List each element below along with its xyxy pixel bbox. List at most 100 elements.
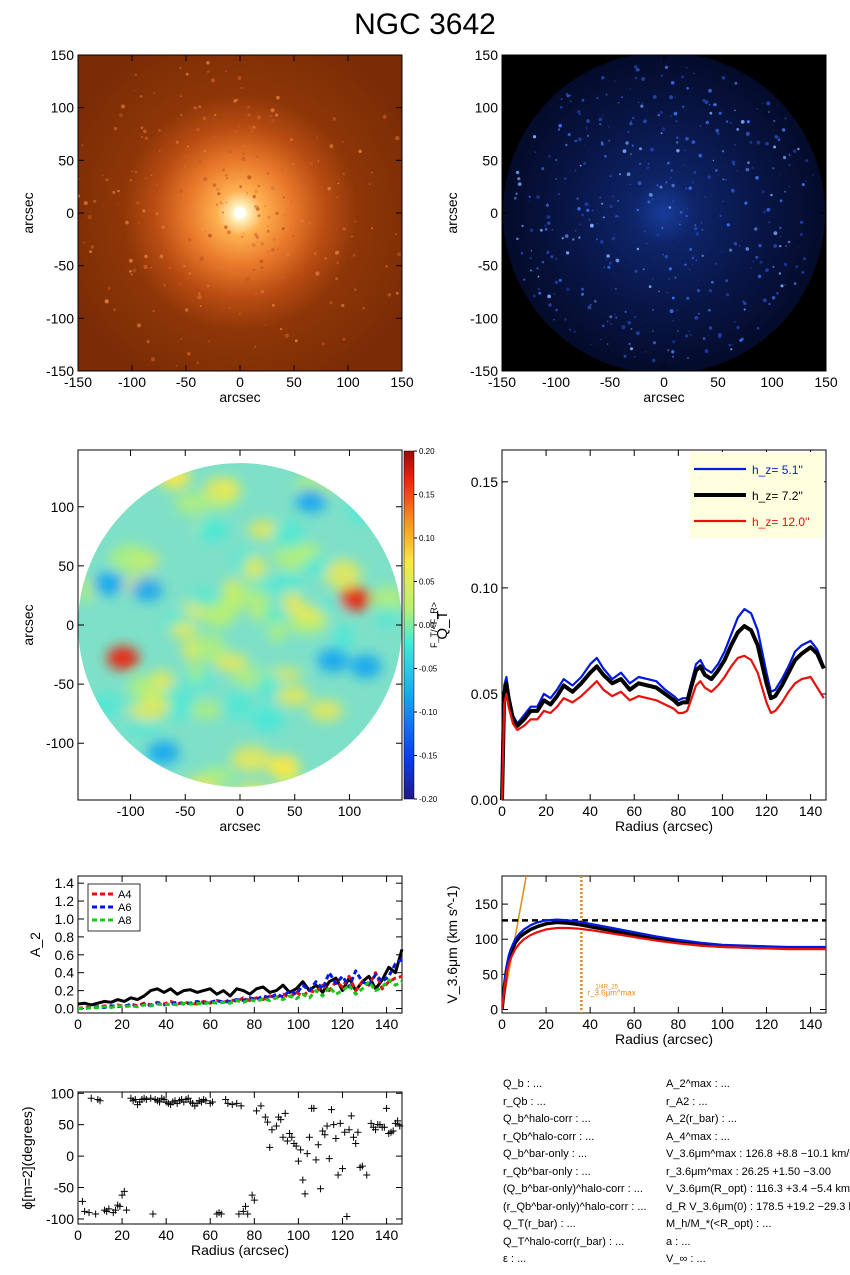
force-blob xyxy=(308,700,344,722)
residual-knot xyxy=(670,169,673,172)
residual-knot xyxy=(608,139,610,142)
residual-knot xyxy=(812,174,814,176)
star-speck xyxy=(193,106,197,110)
y-tick-label: 100 xyxy=(51,100,75,116)
force-blob xyxy=(370,586,402,611)
residual-knot xyxy=(601,202,604,205)
star-speck xyxy=(351,235,353,238)
star-speck xyxy=(104,299,109,304)
star-speck xyxy=(214,48,217,51)
residual-knot xyxy=(661,74,663,77)
phase-point xyxy=(380,1123,388,1131)
amplitude-series-line-3 xyxy=(78,978,403,1010)
star-speck xyxy=(271,118,275,123)
star-speck xyxy=(217,192,221,196)
x-tick-label: 60 xyxy=(626,1016,642,1032)
phase-point xyxy=(250,1196,258,1204)
residual-knot xyxy=(602,216,605,219)
phase-point xyxy=(354,1128,362,1136)
star-speck xyxy=(296,215,299,219)
star-speck xyxy=(254,291,258,296)
residual-knot xyxy=(627,320,632,325)
residual-knot xyxy=(552,318,555,321)
residual-knot xyxy=(673,111,678,116)
x-tick-label: 100 xyxy=(711,1016,735,1032)
phase-point xyxy=(286,1129,294,1137)
residual-knot xyxy=(600,141,603,144)
residual-knot xyxy=(686,296,690,300)
star-speck xyxy=(70,223,71,224)
colorbar-tick-label: -0.05 xyxy=(419,665,438,674)
y-tick-label: -100 xyxy=(46,310,74,326)
residual-knot xyxy=(776,292,779,295)
force-blob xyxy=(210,497,230,511)
residual-knot xyxy=(541,167,545,171)
star-speck xyxy=(300,219,304,223)
residual-knot xyxy=(574,229,577,232)
force-blob xyxy=(78,575,97,602)
star-speck xyxy=(368,183,371,186)
residual-knot xyxy=(718,111,722,115)
residual-knot xyxy=(615,258,620,263)
residual-knot xyxy=(768,221,771,224)
star-speck xyxy=(137,323,141,328)
residual-knot xyxy=(513,196,517,200)
star-speck xyxy=(255,207,260,211)
residual-knot xyxy=(523,278,526,281)
phase-point xyxy=(120,1187,128,1195)
phase-point xyxy=(118,1191,126,1199)
residual-knot xyxy=(566,287,570,292)
qt-series-line-2 xyxy=(500,654,825,801)
residual-knot xyxy=(641,102,644,104)
residual-knot xyxy=(766,101,771,106)
residual-knot xyxy=(638,162,642,166)
residual-knot xyxy=(704,100,709,105)
star-speck xyxy=(159,150,161,152)
residual-knot xyxy=(765,141,769,146)
residual-knot xyxy=(765,268,769,272)
residual-knot xyxy=(609,315,613,319)
plot-frame xyxy=(501,449,827,801)
residual-knot xyxy=(708,103,711,106)
residual-knot xyxy=(733,320,736,323)
phase-point xyxy=(396,1122,404,1130)
residual-knot xyxy=(669,95,673,100)
param-a2-rbar: A_2(r_bar) : ... xyxy=(666,1113,737,1125)
star-speck xyxy=(204,231,206,233)
star-speck xyxy=(179,66,182,70)
residual-knot xyxy=(670,115,672,117)
phase-point xyxy=(253,1107,261,1115)
star-speck xyxy=(308,161,313,166)
star-speck xyxy=(159,254,164,259)
colorbar-tick-label: -0.20 xyxy=(419,795,438,804)
residual-knot xyxy=(755,255,759,259)
residual-knot xyxy=(657,113,661,117)
residual-knot xyxy=(530,250,533,252)
star-speck xyxy=(207,70,210,74)
residual-knot xyxy=(637,181,642,186)
param-a: a : ... xyxy=(666,1235,691,1248)
residual-knot xyxy=(704,195,707,198)
phase-point xyxy=(208,1098,216,1106)
residual-knot xyxy=(560,98,563,100)
residual-knot xyxy=(614,313,616,315)
residual-knot xyxy=(733,242,738,246)
star-speck xyxy=(406,214,410,218)
phase-point xyxy=(235,1210,243,1218)
residual-knot xyxy=(591,209,594,212)
residual-knot xyxy=(699,125,702,128)
residual-knot xyxy=(521,224,524,228)
residual-knot xyxy=(691,140,696,144)
rmax-annotation-note: 1/4R_25 xyxy=(595,984,618,990)
residual-knot xyxy=(608,261,613,265)
star-speck xyxy=(134,170,138,174)
rmax-annotation: r_3.6μm^max xyxy=(587,988,635,997)
star-speck xyxy=(285,252,290,257)
y-tick-label: 0 xyxy=(66,1148,74,1164)
residual-knot xyxy=(603,266,605,268)
star-speck xyxy=(257,184,261,188)
star-speck xyxy=(214,113,217,116)
star-speck xyxy=(87,215,92,220)
residual-knot xyxy=(784,284,786,286)
